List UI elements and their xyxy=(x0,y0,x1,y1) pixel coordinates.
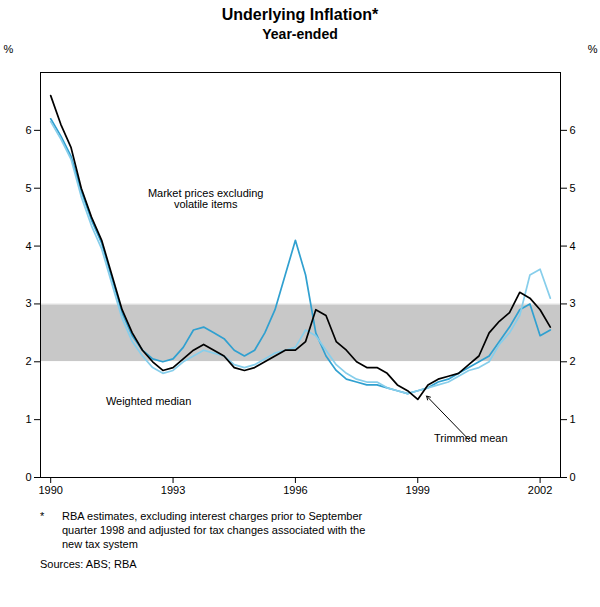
svg-text:%: % xyxy=(4,43,14,55)
svg-text:4: 4 xyxy=(570,240,576,252)
svg-text:6: 6 xyxy=(570,124,576,136)
svg-text:1990: 1990 xyxy=(38,484,62,496)
svg-text:3: 3 xyxy=(25,297,31,309)
svg-text:1993: 1993 xyxy=(161,484,185,496)
svg-text:1: 1 xyxy=(570,413,576,425)
svg-text:5: 5 xyxy=(570,182,576,194)
html-text:Year-ended: Year-ended xyxy=(262,26,338,42)
svg-text:2: 2 xyxy=(570,355,576,367)
svg-text:6: 6 xyxy=(25,124,31,136)
svg-text:1999: 1999 xyxy=(406,484,430,496)
html-text:RBA estimates, excluding inter: RBA estimates, excluding interest charge… xyxy=(62,510,366,550)
svg-text:Trimmed mean: Trimmed mean xyxy=(434,432,508,444)
html-text:Underlying Inflation*: Underlying Inflation* xyxy=(221,6,379,23)
svg-text:%: % xyxy=(588,43,598,55)
svg-text:4: 4 xyxy=(25,240,31,252)
svg-text:3: 3 xyxy=(570,297,576,309)
svg-text:5: 5 xyxy=(25,182,31,194)
svg-text:2: 2 xyxy=(25,355,31,367)
svg-text:0: 0 xyxy=(25,471,31,483)
svg-text:Market prices excludingvolatil: Market prices excludingvolatile items xyxy=(148,187,264,210)
svg-text:2002: 2002 xyxy=(528,484,552,496)
svg-text:1996: 1996 xyxy=(283,484,307,496)
html-text:Sources: ABS; RBA: Sources: ABS; RBA xyxy=(40,558,137,570)
svg-text:Weighted median: Weighted median xyxy=(106,395,191,407)
svg-text:1: 1 xyxy=(25,413,31,425)
svg-text:0: 0 xyxy=(570,471,576,483)
